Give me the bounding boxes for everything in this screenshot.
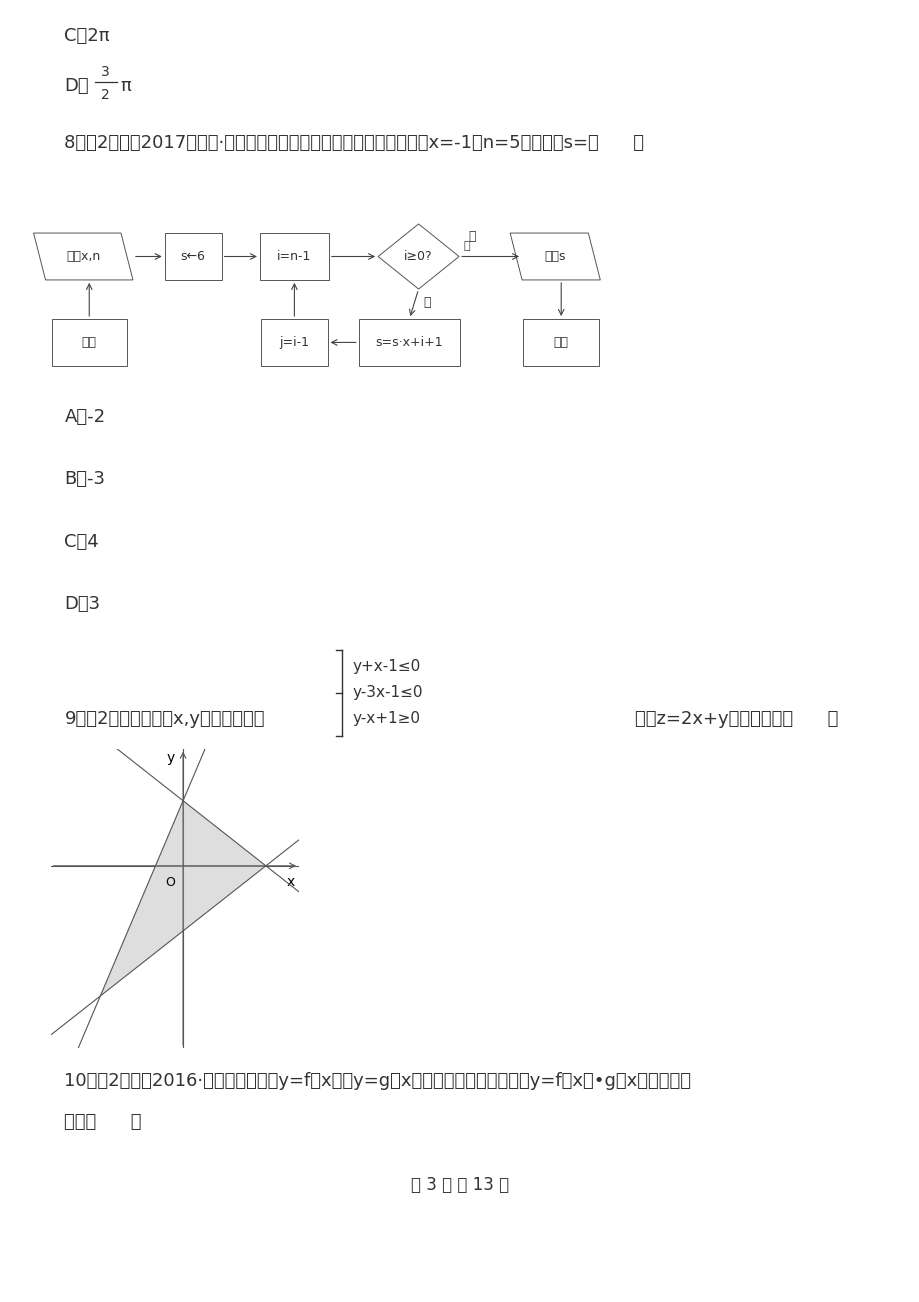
- Text: j=i-1: j=i-1: [279, 336, 309, 349]
- FancyBboxPatch shape: [358, 319, 460, 366]
- Text: 8．（2分）（2017高三上·太原期末）执行如图所示的程序框图，输入x=-1，n=5，则输出s=（      ）: 8．（2分）（2017高三上·太原期末）执行如图所示的程序框图，输入x=-1，n…: [64, 134, 643, 152]
- Text: B．-3: B．-3: [64, 470, 106, 488]
- Text: y-x+1≥0: y-x+1≥0: [352, 711, 420, 727]
- Text: D．: D．: [64, 77, 89, 95]
- Text: x: x: [287, 875, 294, 889]
- Text: A．-2: A．-2: [64, 408, 106, 426]
- FancyBboxPatch shape: [260, 233, 329, 280]
- Polygon shape: [34, 233, 133, 280]
- Text: 10．（2分）（2016·上海模拟）函数y=f（x）与y=g（x）的图象如下图，则函数y=f（x）•g（x）的图象可: 10．（2分）（2016·上海模拟）函数y=f（x）与y=g（x）的图象如下图，…: [64, 1072, 691, 1090]
- Text: 3: 3: [101, 65, 110, 78]
- Text: 否: 否: [468, 230, 475, 243]
- Polygon shape: [509, 233, 599, 280]
- Text: O: O: [165, 876, 176, 888]
- Text: B．2: B．2: [64, 902, 99, 921]
- Text: y-3x-1≤0: y-3x-1≤0: [352, 685, 423, 700]
- FancyBboxPatch shape: [261, 319, 327, 366]
- Polygon shape: [378, 224, 459, 289]
- Text: D．-4: D．-4: [64, 1006, 107, 1025]
- Text: π: π: [120, 77, 131, 95]
- Text: C．1: C．1: [64, 954, 99, 973]
- Text: 2: 2: [101, 89, 110, 102]
- Text: 否: 否: [463, 241, 470, 251]
- Text: y: y: [166, 751, 175, 766]
- Text: i=n-1: i=n-1: [277, 250, 312, 263]
- Text: y+x-1≤0: y+x-1≤0: [352, 659, 420, 674]
- Text: ，则z=2x+y的最大值为（      ）: ，则z=2x+y的最大值为（ ）: [634, 710, 837, 728]
- Text: D．3: D．3: [64, 595, 100, 613]
- Text: 第 3 页 共 13 页: 第 3 页 共 13 页: [411, 1176, 508, 1194]
- Text: s=s·x+i+1: s=s·x+i+1: [375, 336, 443, 349]
- Text: 输出s: 输出s: [544, 250, 565, 263]
- Text: C．2π: C．2π: [64, 27, 109, 46]
- Text: C．4: C．4: [64, 533, 99, 551]
- FancyBboxPatch shape: [165, 233, 221, 280]
- FancyBboxPatch shape: [51, 319, 127, 366]
- Text: 输入x,n: 输入x,n: [66, 250, 100, 263]
- FancyBboxPatch shape: [523, 319, 598, 366]
- Text: i≥0?: i≥0?: [403, 250, 433, 263]
- Text: 开始: 开始: [82, 336, 96, 349]
- Text: A．4: A．4: [64, 850, 99, 868]
- Text: 能是（      ）: 能是（ ）: [64, 1113, 142, 1131]
- Text: 9．（2分）已知变量x,y满足约束条件: 9．（2分）已知变量x,y满足约束条件: [64, 710, 265, 728]
- Polygon shape: [100, 801, 266, 996]
- Text: 结束: 结束: [553, 336, 568, 349]
- Text: 是: 是: [423, 296, 430, 309]
- Text: s←6: s←6: [180, 250, 206, 263]
